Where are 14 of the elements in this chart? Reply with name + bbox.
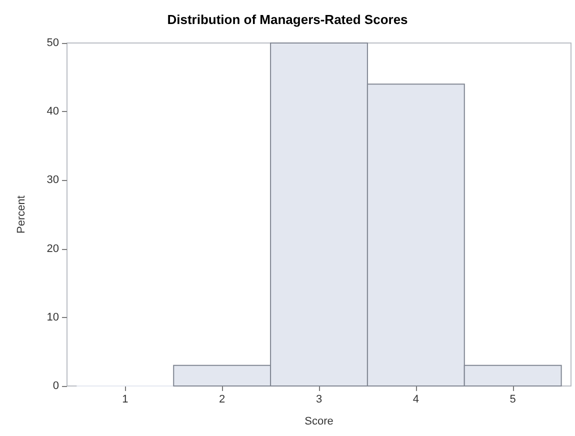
x-tick-label: 4 [412,394,419,406]
y-tick-label: 0 [52,380,59,392]
x-tick-label: 5 [510,394,516,406]
y-tick-label: 40 [46,106,59,118]
y-tick-label: 20 [46,242,59,255]
y-tick-label: 30 [46,174,59,186]
x-tick-label: 3 [316,394,322,406]
chart-title: Distribution of Managers-Rated Scores [167,12,408,27]
y-tick-label: 10 [46,311,59,324]
x-tick-label: 1 [122,394,128,406]
x-tick-label: 2 [219,394,226,406]
y-axis-title: Percent [16,196,28,234]
y-tick-label: 50 [46,37,59,49]
x-axis-title: Score [304,416,334,428]
